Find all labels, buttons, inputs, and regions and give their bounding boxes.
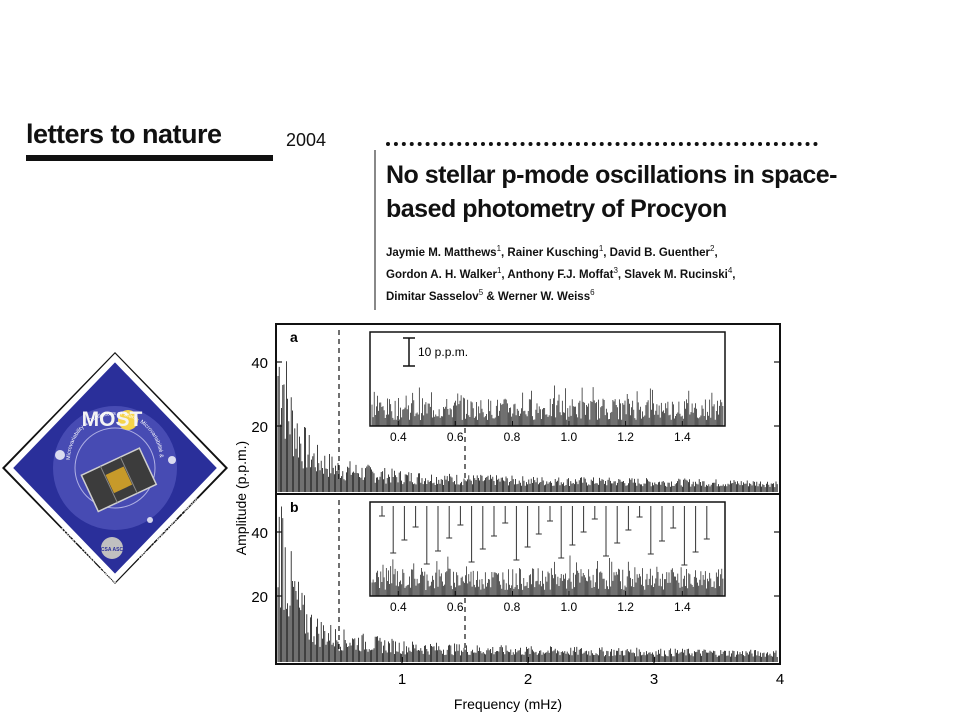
panel-label: a	[290, 329, 298, 345]
y-tick-label: 40	[251, 355, 268, 372]
inset-spectrum	[371, 385, 724, 426]
author-affiliation: 6	[590, 287, 595, 297]
x-tick-label: 2	[524, 671, 532, 688]
agency-label: CSA ASC	[101, 547, 124, 553]
author-name: Rainer Kusching	[507, 246, 599, 259]
scale-bar-label: 10 p.p.m.	[418, 345, 468, 359]
author-name: Anthony F.J. Moffat	[507, 268, 614, 281]
author-name: Slavek M. Rucinski	[624, 268, 728, 281]
article-title: No stellar p-mode oscillations in space-…	[386, 161, 837, 223]
inset-x-tick-label: 1.2	[617, 600, 634, 614]
journal-name: letters to nature	[26, 119, 222, 149]
x-tick-label: 1	[398, 671, 406, 688]
inset-x-tick-label: 1.2	[617, 430, 634, 444]
inset-x-tick-label: 0.6	[447, 600, 464, 614]
inset-x-tick-label: 0.6	[447, 430, 464, 444]
x-tick-label: 3	[650, 671, 658, 688]
spectrum-figure: a 40 20 0.4 0.6 0.8 1.0 1.2 1.4 10 p.p.m. b 40 20 0.4…	[233, 323, 784, 712]
inset-x-tick-label: 0.8	[504, 600, 521, 614]
logo-name: MOST	[82, 408, 143, 431]
author-name: Dimitar Sasselov	[386, 290, 479, 303]
inset-spectrum	[371, 555, 724, 596]
year-label: 2004	[286, 130, 327, 150]
author-affiliation: 4	[727, 265, 733, 275]
inset-x-tick-label: 1.4	[674, 600, 691, 614]
power-spectrum	[277, 361, 778, 492]
most-logo: MOST CSA ASC Microvariability & Oscillat…	[0, 350, 228, 590]
author-affiliation: 1	[496, 244, 502, 253]
author-affiliation: 5	[478, 287, 484, 297]
y-tick-label: 20	[251, 419, 268, 436]
dotted-rule	[386, 142, 818, 146]
inset-x-tick-label: 0.4	[390, 430, 407, 444]
author-list: Jaymie M. Matthews1, Rainer Kusching1, D…	[386, 244, 736, 303]
inset-x-tick-label: 1.0	[560, 430, 577, 444]
inset-x-tick-label: 0.4	[390, 600, 407, 614]
author-affiliation: 2	[709, 244, 715, 253]
vertical-rule	[374, 150, 376, 310]
panel-label: b	[290, 499, 299, 515]
satellite-icon	[80, 447, 158, 513]
star-icon	[168, 456, 176, 464]
author-affiliation: 3	[613, 265, 618, 275]
author-name: Werner W. Weiss	[497, 290, 591, 303]
star-icon	[55, 450, 65, 460]
y-axis-label: Amplitude (p.p.m.)	[233, 441, 249, 555]
y-tick-label: 40	[251, 525, 268, 542]
x-tick-label: 4	[776, 671, 784, 688]
author-name: Jaymie M. Matthews	[386, 246, 497, 259]
banner-rule	[26, 155, 273, 161]
star-icon	[118, 410, 138, 430]
author-name: Gordon A. H. Walker	[386, 268, 497, 281]
star-icon	[147, 517, 153, 523]
x-axis-label: Frequency (mHz)	[454, 696, 562, 712]
y-tick-label: 20	[251, 589, 268, 606]
inset-x-tick-label: 1.0	[560, 600, 577, 614]
journal-banner: letters to nature	[26, 118, 276, 161]
logo-orbit	[74, 427, 156, 509]
author-affiliation: 1	[598, 244, 604, 253]
author-affiliation: 1	[496, 265, 502, 275]
inset-frame	[369, 501, 726, 597]
power-spectrum	[277, 506, 778, 662]
inset-x-tick-label: 1.4	[674, 430, 691, 444]
agency-badge	[101, 537, 123, 559]
inset-x-tick-label: 0.8	[504, 430, 521, 444]
author-name: David B. Guenther	[609, 246, 710, 259]
